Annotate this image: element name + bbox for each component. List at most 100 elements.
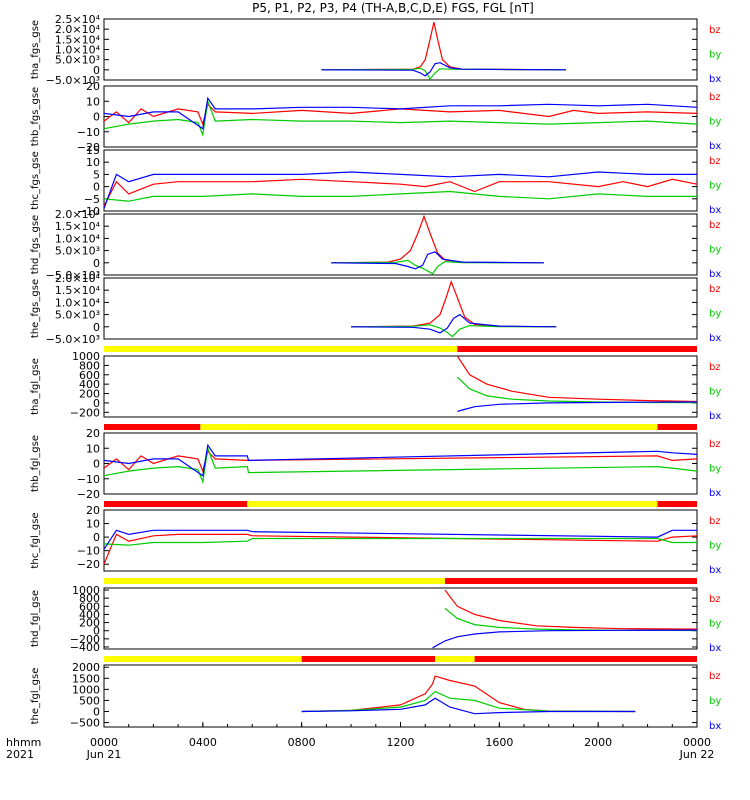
series-bz — [103, 103, 698, 127]
legend-bx: bx — [709, 333, 721, 344]
flag-bar-segment — [657, 424, 697, 430]
flag-bar-segment — [104, 424, 201, 430]
panel-frame — [103, 432, 698, 495]
series-bx — [103, 96, 698, 130]
y-tick-label: −10 — [77, 126, 100, 139]
panel-frame — [103, 149, 698, 212]
flag-bar-segment — [247, 424, 658, 430]
y-tick-label: 0 — [93, 181, 100, 194]
flag-bar-segment — [301, 656, 436, 662]
panel-label: thd_fgl_gse — [30, 590, 41, 647]
series-bx — [103, 171, 697, 209]
y-tick-label: 500 — [79, 694, 100, 707]
y-tick-label: −5 — [84, 193, 100, 206]
y-tick-label: −500 — [70, 717, 100, 730]
y-tick-label: −20 — [77, 558, 100, 571]
flag-bar-segment — [104, 578, 445, 584]
panel-frame — [103, 18, 698, 81]
panel-label: the_fgs_gse — [30, 279, 41, 338]
y-tick-label: −400 — [70, 641, 100, 654]
y-tick-label: 10 — [86, 95, 100, 108]
panel-label: thd_fgs_gse — [30, 215, 41, 274]
x-tick-label: 0000 — [683, 736, 711, 749]
panel-tha_fgs_gse: −5.0×10³05.0×10³1.0×10⁴1.5×10⁴2.0×10⁴2.5… — [30, 13, 721, 87]
flag-bar-segment — [247, 501, 658, 507]
y-tick-label: 2.0×10⁴ — [55, 208, 101, 221]
y-tick-label: 5.0×10³ — [55, 54, 100, 67]
series-bx — [457, 401, 698, 412]
x-tick-label: 0000 — [90, 736, 118, 749]
flag-bar-segment — [444, 578, 697, 584]
y-tick-label: 5.0×10³ — [55, 309, 100, 322]
y-tick-label: 400 — [79, 608, 100, 621]
panel-frame — [103, 509, 698, 572]
x-tick-label: 0400 — [189, 736, 217, 749]
x-tick-date: Jun 21 — [86, 748, 122, 761]
y-tick-label: 0 — [93, 111, 100, 124]
legend-bz: bz — [709, 439, 721, 450]
y-tick-label: 0 — [93, 397, 100, 410]
panel-frame — [103, 355, 698, 418]
y-tick-label: −200 — [70, 633, 100, 646]
flag-bar-segment — [435, 656, 475, 662]
y-tick-label: 200 — [79, 617, 100, 630]
y-tick-label: 0 — [93, 531, 100, 544]
panel-label: thc_fgl_gse — [30, 512, 41, 568]
panel-label: tha_fgl_gse — [30, 358, 41, 415]
y-tick-label: 20 — [86, 427, 100, 440]
y-tick-label: 1000 — [72, 350, 100, 363]
legend-bz: bz — [709, 92, 721, 103]
legend-by: by — [709, 541, 721, 552]
legend-by: by — [709, 50, 721, 61]
series-by — [321, 67, 567, 81]
y-tick-label: 5.0×10³ — [55, 245, 100, 258]
panel-thd_fgs_gse: −5.0×10³05.0×10³1.0×10⁴1.5×10⁴2.0×10⁴thd… — [30, 208, 721, 282]
series-bz — [103, 178, 698, 207]
y-tick-label: 0 — [93, 64, 100, 77]
legend-by: by — [709, 619, 721, 630]
plot-title: P5, P1, P2, P3, P4 (TH-A,B,C,D,E) FGS, F… — [252, 1, 534, 15]
panel-thb_fgl_gse: −20 −10 0 10 20 thb_fgl_gse bz by bx — [30, 427, 721, 507]
panel-label: thb_fgl_gse — [30, 435, 41, 492]
legend-bz: bz — [709, 25, 721, 36]
panel-frame — [103, 85, 698, 148]
y-tick-label: −10 — [77, 545, 100, 558]
legend-by: by — [709, 117, 721, 128]
legend-by: by — [709, 309, 721, 320]
series-bx — [351, 313, 557, 334]
flag-bar-segment — [104, 501, 248, 507]
year-label: 2021 — [6, 748, 34, 761]
flag-bar-segment — [474, 656, 697, 662]
flag-bar-segment — [657, 501, 697, 507]
panel-frame — [103, 587, 698, 650]
panel-label: thc_fgs_gse — [30, 151, 41, 210]
series-bx — [321, 62, 567, 77]
y-tick-label: 20 — [86, 80, 100, 93]
y-tick-label: 10 — [86, 156, 100, 169]
series-by — [331, 259, 544, 275]
series-bx — [103, 529, 697, 550]
y-tick-label: 2.0×10⁴ — [55, 23, 101, 36]
y-tick-label: 0 — [93, 706, 100, 719]
series-bz — [444, 589, 698, 630]
y-tick-label: 400 — [79, 378, 100, 391]
series-bz — [331, 214, 544, 264]
series-bz — [321, 21, 567, 71]
series-bx — [301, 697, 636, 715]
legend-by: by — [709, 464, 721, 475]
y-tick-label: 20 — [86, 504, 100, 517]
y-tick-label: 1.5×10⁴ — [55, 33, 101, 46]
y-tick-label: 15 — [86, 144, 100, 157]
legend-bx: bx — [709, 643, 721, 654]
legend-bz: bz — [709, 220, 721, 231]
legend-bz: bz — [709, 671, 721, 682]
legend-bx: bx — [709, 565, 721, 576]
y-tick-label: 800 — [79, 359, 100, 372]
legend-bz: bz — [709, 156, 721, 167]
y-tick-label: 10 — [86, 442, 100, 455]
y-tick-label: −5.0×10³ — [46, 333, 100, 346]
panel-label: the_fgl_gse — [30, 668, 41, 725]
